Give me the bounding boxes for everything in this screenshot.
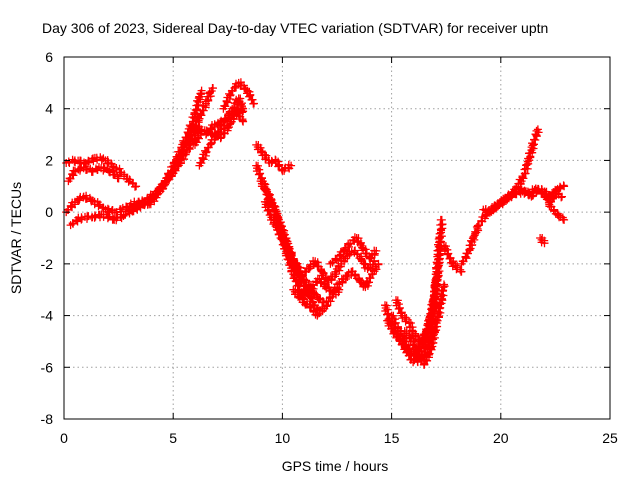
plot-frame xyxy=(63,56,611,420)
data-point-markers xyxy=(274,218,296,258)
data-marks xyxy=(62,78,569,369)
series-track-w xyxy=(440,241,466,276)
x-tick-label: 5 xyxy=(169,430,177,446)
x-tick-label: 0 xyxy=(60,430,68,446)
grid xyxy=(64,57,610,419)
series-track-b xyxy=(64,163,123,186)
series-track-a xyxy=(62,153,141,191)
series-track-v xyxy=(400,280,449,369)
series-track-h xyxy=(191,107,248,149)
y-axis-title: SDTVAR / TECUs xyxy=(8,182,24,294)
series-track-u xyxy=(392,293,440,349)
data-point-markers xyxy=(536,234,549,248)
y-tick-label: -2 xyxy=(41,256,54,272)
y-tick-label: 4 xyxy=(45,101,53,117)
data-point-markers xyxy=(400,280,449,369)
data-point-markers xyxy=(191,107,248,149)
x-axis-title: GPS time / hours xyxy=(282,458,389,474)
y-tick-label: -8 xyxy=(41,411,54,427)
data-point-markers xyxy=(326,233,381,268)
data-point-markers xyxy=(219,78,258,113)
y-tick-label: 6 xyxy=(45,49,53,65)
series-track-j xyxy=(252,140,296,175)
series-track-q xyxy=(274,218,296,258)
series-track-aa xyxy=(536,234,549,248)
data-point-markers xyxy=(62,153,141,191)
data-point-markers xyxy=(540,181,569,206)
data-point-markers xyxy=(125,84,217,217)
x-tick-label: 15 xyxy=(384,430,400,446)
data-point-markers xyxy=(252,140,296,175)
series-track-p xyxy=(326,233,381,268)
series-track-ab xyxy=(540,181,569,206)
series-track-i xyxy=(219,78,258,113)
y-tick-label: -4 xyxy=(41,308,54,324)
axis-ticks: 0 5 10 15 20 25 -8 -6 -4 -2 0 2 4 6 xyxy=(41,49,618,446)
data-point-markers xyxy=(64,163,123,186)
x-tick-label: 25 xyxy=(602,430,618,446)
data-point-markers xyxy=(289,259,383,303)
x-tick-label: 20 xyxy=(493,430,509,446)
data-point-markers xyxy=(440,241,466,276)
chart-title: Day 306 of 2023, Sidereal Day-to-day VTE… xyxy=(42,20,548,36)
y-tick-label: 2 xyxy=(45,152,53,168)
y-tick-label: -6 xyxy=(41,359,54,375)
y-tick-label: 0 xyxy=(45,204,53,220)
data-point-markers xyxy=(392,293,440,349)
x-tick-label: 10 xyxy=(275,430,291,446)
series-track-o xyxy=(289,259,383,303)
series-track-e xyxy=(125,84,217,217)
